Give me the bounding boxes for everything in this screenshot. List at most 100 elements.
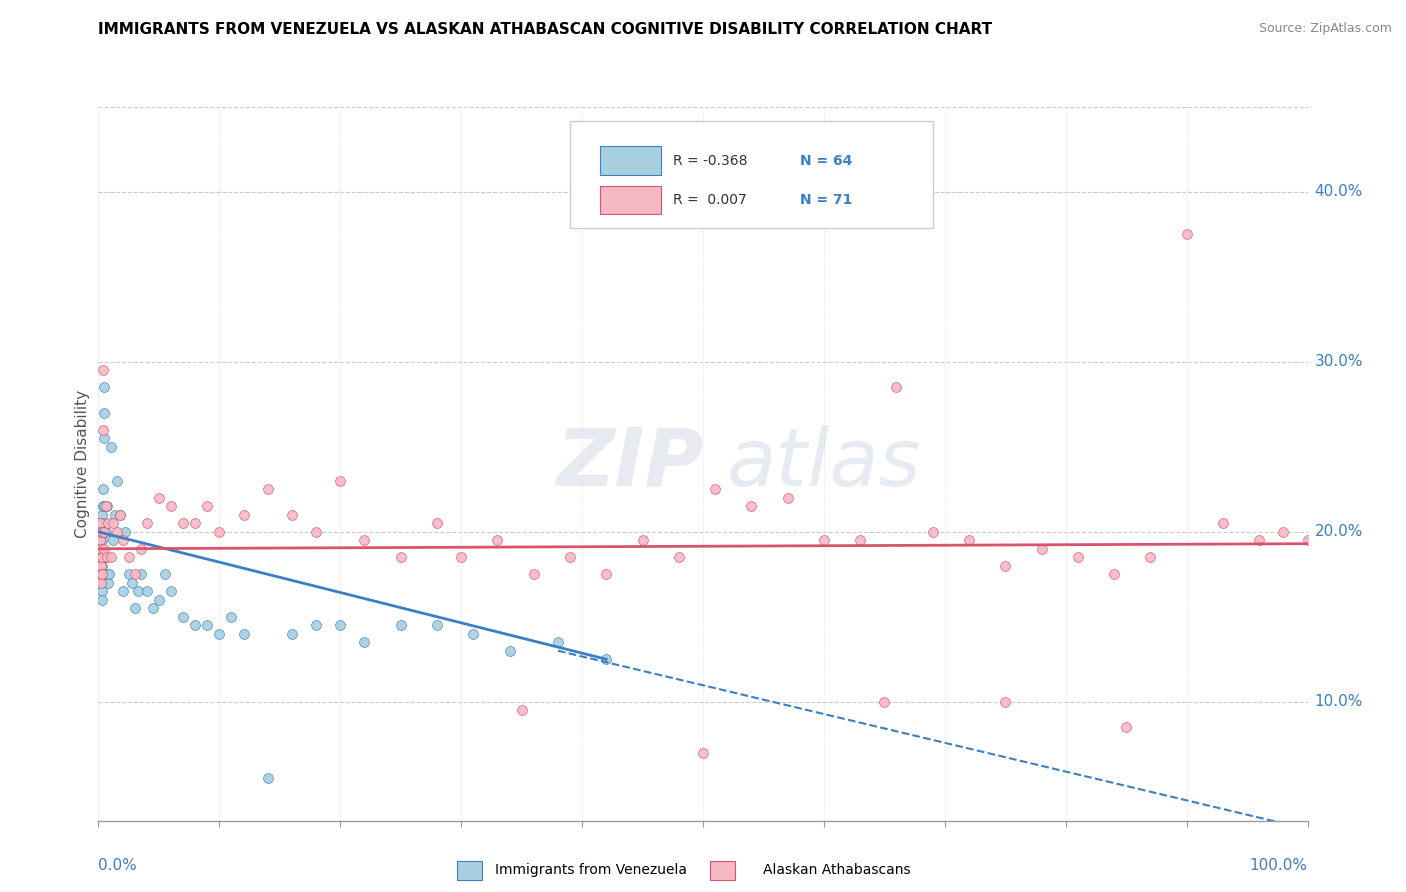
Point: [776, 491, 799, 505]
Point: [91, 592, 114, 607]
Point: [1139, 550, 1161, 565]
Point: [849, 533, 872, 548]
Text: N = 71: N = 71: [800, 193, 852, 207]
Point: [111, 533, 134, 548]
Point: [463, 626, 485, 640]
Point: [281, 508, 304, 522]
Point: [124, 567, 146, 582]
Point: [89, 533, 111, 548]
Text: atlas: atlas: [727, 425, 922, 503]
Point: [91, 575, 114, 590]
Text: R =  0.007: R = 0.007: [672, 193, 747, 207]
Point: [305, 524, 328, 539]
Text: R = -0.368: R = -0.368: [672, 153, 747, 168]
Point: [426, 618, 449, 632]
Text: IMMIGRANTS FROM VENEZUELA VS ALASKAN ATHABASCAN COGNITIVE DISABILITY CORRELATION: IMMIGRANTS FROM VENEZUELA VS ALASKAN ATH…: [98, 22, 993, 37]
Point: [994, 558, 1017, 573]
Point: [281, 626, 304, 640]
Point: [692, 746, 714, 760]
Point: [142, 601, 165, 615]
Point: [94, 500, 117, 514]
Point: [91, 483, 114, 497]
Point: [91, 516, 114, 531]
Point: [90, 541, 112, 556]
Point: [96, 500, 118, 514]
Point: [256, 483, 278, 497]
Point: [91, 550, 114, 565]
Point: [886, 380, 908, 394]
Point: [91, 558, 114, 573]
Point: [1175, 227, 1198, 242]
Text: 0.0%: 0.0%: [98, 858, 138, 872]
Point: [91, 423, 114, 437]
Point: [111, 584, 134, 599]
Point: [94, 550, 117, 565]
Point: [148, 491, 170, 505]
Point: [93, 406, 115, 420]
Point: [89, 524, 111, 539]
Point: [486, 533, 509, 548]
Point: [97, 567, 120, 582]
Point: [90, 550, 112, 565]
Text: ZIP: ZIP: [555, 425, 703, 503]
Point: [105, 524, 128, 539]
Point: [94, 524, 117, 539]
Point: [595, 567, 617, 582]
Point: [91, 584, 114, 599]
FancyBboxPatch shape: [600, 186, 661, 214]
Point: [91, 567, 114, 582]
Point: [256, 771, 278, 785]
Point: [668, 550, 690, 565]
Point: [93, 524, 115, 539]
Point: [305, 618, 328, 632]
Point: [97, 575, 120, 590]
Text: Alaskan Athabascans: Alaskan Athabascans: [763, 863, 910, 877]
Point: [232, 508, 254, 522]
Point: [1296, 533, 1319, 548]
Point: [104, 508, 127, 522]
Text: Immigrants from Venezuela: Immigrants from Venezuela: [495, 863, 686, 877]
Text: 40.0%: 40.0%: [1315, 185, 1362, 200]
Point: [91, 500, 114, 514]
Point: [96, 550, 118, 565]
Point: [389, 550, 412, 565]
Point: [129, 541, 152, 556]
Point: [631, 533, 654, 548]
Y-axis label: Cognitive Disability: Cognitive Disability: [75, 390, 90, 538]
Point: [704, 483, 727, 497]
Point: [93, 431, 115, 445]
Point: [93, 541, 115, 556]
Point: [89, 533, 111, 548]
Point: [91, 363, 114, 377]
Point: [100, 440, 122, 454]
FancyBboxPatch shape: [600, 146, 661, 175]
Point: [184, 516, 207, 531]
Point: [124, 601, 146, 615]
Point: [91, 508, 114, 522]
Point: [153, 567, 176, 582]
Point: [91, 550, 114, 565]
Point: [160, 584, 183, 599]
Point: [1067, 550, 1090, 565]
Point: [208, 524, 231, 539]
Point: [127, 584, 149, 599]
Point: [129, 567, 152, 582]
Point: [118, 550, 141, 565]
Point: [89, 550, 111, 565]
Point: [90, 558, 112, 573]
Point: [740, 500, 762, 514]
Point: [160, 500, 183, 514]
Point: [90, 524, 112, 539]
Point: [108, 508, 131, 522]
Point: [89, 516, 111, 531]
Point: [105, 474, 128, 488]
FancyBboxPatch shape: [569, 121, 932, 228]
Point: [108, 508, 131, 522]
Point: [208, 626, 231, 640]
Point: [91, 524, 114, 539]
Point: [172, 609, 194, 624]
Text: Source: ZipAtlas.com: Source: ZipAtlas.com: [1258, 22, 1392, 36]
Point: [90, 558, 112, 573]
Point: [135, 584, 157, 599]
Point: [1115, 720, 1137, 734]
